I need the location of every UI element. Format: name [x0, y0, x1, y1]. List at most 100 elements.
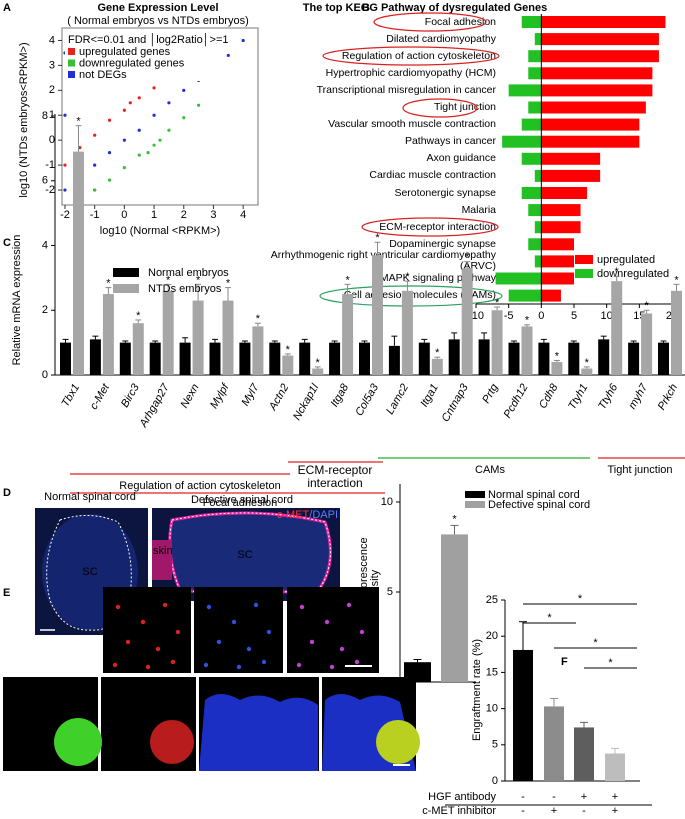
cell-dot	[231, 619, 237, 625]
category-label: Birc3	[119, 381, 142, 409]
point	[182, 116, 186, 120]
bar	[513, 649, 533, 781]
bar	[192, 300, 204, 375]
group-label: Focal adhesion	[203, 497, 278, 509]
bar	[534, 33, 542, 46]
category-label-box: MAPK signaling pathway	[380, 273, 496, 284]
significance-label: *	[465, 252, 470, 264]
bar	[528, 50, 542, 63]
bar	[541, 187, 588, 199]
treatment-sign: -	[582, 805, 586, 817]
legend-swatch	[113, 268, 139, 277]
bar	[528, 67, 542, 80]
x-tick-label: 4	[240, 209, 246, 221]
cell-dot	[162, 602, 168, 608]
x-tick-label: 0	[121, 209, 127, 221]
point	[137, 96, 141, 100]
legend-label: Defective spinal cord	[488, 499, 590, 511]
chart-title: Gene Expression Level	[97, 2, 218, 14]
channel-label: HGF	[163, 588, 187, 600]
bar	[605, 753, 625, 781]
legend-label: upregulated	[597, 254, 655, 266]
y-tick-label: 4	[42, 239, 48, 251]
bar	[448, 339, 460, 375]
category-label: Itga8	[329, 381, 352, 409]
bar	[541, 221, 581, 234]
region-label: SC	[82, 566, 97, 578]
bar	[541, 169, 601, 182]
bar	[541, 50, 659, 63]
legend-label: NTDs embryos	[148, 283, 222, 295]
cell-dot	[203, 662, 209, 668]
bar	[541, 204, 581, 217]
bar	[534, 221, 542, 234]
significance-label: *	[452, 513, 457, 525]
category-label: Tbx1	[59, 382, 82, 409]
y-tick-label: 0	[492, 775, 498, 787]
cell-dot	[253, 602, 259, 608]
y-tick-label: 5	[492, 739, 498, 751]
significance-label: *	[166, 274, 171, 286]
category-label: Vascular smooth muscle contraction	[328, 118, 496, 131]
category-label: Prtg	[480, 381, 501, 405]
category-label-box: Axon guidance	[426, 152, 496, 165]
highlight-circle	[361, 217, 499, 237]
bar	[179, 342, 191, 375]
bar	[372, 255, 383, 375]
category-label: Pcdh12	[502, 382, 531, 420]
treatment-sign: +	[612, 805, 618, 817]
cell-dot	[170, 659, 176, 665]
cell-dot	[112, 662, 118, 668]
significance-label: *	[375, 232, 380, 244]
bar	[119, 342, 131, 375]
y-tick-label: 3	[49, 59, 55, 71]
category-label: Axon guidance	[426, 152, 496, 165]
bar	[502, 135, 542, 148]
significance-label: *	[593, 637, 598, 649]
image-hgf	[103, 587, 191, 673]
bar	[521, 16, 542, 28]
bar	[359, 342, 370, 375]
y-tick-label: 0	[387, 676, 393, 688]
cell-dot	[145, 664, 151, 670]
gfp-signal	[54, 718, 102, 766]
bar	[269, 342, 281, 375]
significance-label: *	[196, 274, 201, 286]
category-label: Lamc2	[384, 382, 411, 417]
x-tick-label: 10	[601, 310, 613, 322]
category-label: c-Met	[88, 381, 113, 412]
y-tick-label: 0	[49, 134, 55, 146]
x-tick-label: -2	[60, 209, 70, 221]
x-tick-label: 1	[151, 209, 157, 221]
channel-label: HGF	[169, 679, 193, 691]
bar	[282, 355, 294, 375]
panel-label: F	[561, 656, 568, 668]
bar	[312, 368, 324, 375]
y-tick-label: 25	[486, 594, 498, 606]
y-tick-label: 10	[486, 703, 498, 715]
category-label: Focal adhesion	[424, 15, 496, 28]
bar	[508, 342, 520, 375]
bar	[508, 84, 542, 97]
category-label: Arhgap27	[137, 381, 172, 430]
bar	[628, 342, 640, 375]
y-axis-label: Engraftment rate (%)	[471, 639, 483, 741]
bar	[239, 342, 251, 375]
category-label: Itga1	[418, 382, 441, 409]
cell-dot	[115, 604, 121, 610]
bar	[478, 339, 490, 375]
y-tick-label: -1	[45, 159, 55, 171]
category-label-box: Serotonergic synapse	[394, 187, 496, 198]
legend-box	[65, 32, 225, 81]
y-tick-label: 15	[486, 666, 498, 678]
bar	[528, 101, 542, 114]
stain-cmet: c-MET	[277, 509, 310, 521]
point	[107, 151, 112, 155]
point	[137, 128, 141, 132]
bar	[538, 342, 550, 375]
bar	[418, 342, 430, 375]
highlight-circle	[373, 12, 487, 32]
y-tick-label: 0	[42, 369, 48, 381]
y-axis-label: log10 (NTDs embryos<RPKM>)	[18, 42, 30, 197]
bar	[521, 326, 533, 375]
